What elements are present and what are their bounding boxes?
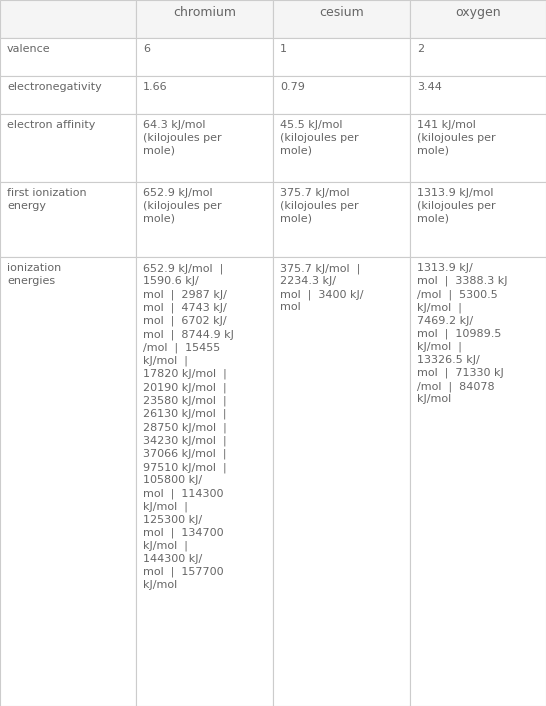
Text: cesium: cesium	[319, 6, 364, 19]
Bar	[273, 76, 410, 114]
Bar	[136, 0, 273, 38]
Text: 1313.9 kJ/mol
(kilojoules per
mole): 1313.9 kJ/mol (kilojoules per mole)	[417, 188, 496, 224]
Bar	[273, 182, 410, 257]
Text: electronegativity: electronegativity	[7, 82, 102, 92]
Bar	[410, 114, 546, 182]
Bar	[0, 257, 136, 706]
Bar	[410, 257, 546, 706]
Text: 1.66: 1.66	[143, 82, 168, 92]
Bar	[273, 38, 410, 76]
Text: 6: 6	[143, 44, 150, 54]
Bar	[0, 0, 136, 38]
Bar	[0, 76, 136, 114]
Text: 3.44: 3.44	[417, 82, 442, 92]
Text: 0.79: 0.79	[280, 82, 305, 92]
Text: 141 kJ/mol
(kilojoules per
mole): 141 kJ/mol (kilojoules per mole)	[417, 120, 496, 155]
Text: 1: 1	[280, 44, 287, 54]
Bar	[410, 76, 546, 114]
Bar	[273, 257, 410, 706]
Text: 375.7 kJ/mol
(kilojoules per
mole): 375.7 kJ/mol (kilojoules per mole)	[280, 188, 359, 224]
Text: 652.9 kJ/mol
(kilojoules per
mole): 652.9 kJ/mol (kilojoules per mole)	[143, 188, 222, 224]
Bar	[273, 0, 410, 38]
Text: oxygen: oxygen	[455, 6, 501, 19]
Bar	[410, 38, 546, 76]
Text: chromium: chromium	[173, 6, 236, 19]
Text: 64.3 kJ/mol
(kilojoules per
mole): 64.3 kJ/mol (kilojoules per mole)	[143, 120, 222, 155]
Bar	[136, 257, 273, 706]
Text: 652.9 kJ/mol  |
1590.6 kJ/
mol  |  2987 kJ/
mol  |  4743 kJ/
mol  |  6702 kJ/
mo: 652.9 kJ/mol | 1590.6 kJ/ mol | 2987 kJ/…	[143, 263, 234, 590]
Bar	[410, 182, 546, 257]
Text: first ionization
energy: first ionization energy	[7, 188, 87, 211]
Bar	[136, 38, 273, 76]
Text: 375.7 kJ/mol  |
2234.3 kJ/
mol  |  3400 kJ/
mol: 375.7 kJ/mol | 2234.3 kJ/ mol | 3400 kJ/…	[280, 263, 364, 312]
Bar	[0, 114, 136, 182]
Bar	[273, 114, 410, 182]
Bar	[0, 38, 136, 76]
Bar	[136, 76, 273, 114]
Text: electron affinity: electron affinity	[7, 120, 96, 130]
Text: 2: 2	[417, 44, 424, 54]
Text: valence: valence	[7, 44, 51, 54]
Bar	[410, 0, 546, 38]
Bar	[136, 182, 273, 257]
Text: 45.5 kJ/mol
(kilojoules per
mole): 45.5 kJ/mol (kilojoules per mole)	[280, 120, 359, 155]
Text: 1313.9 kJ/
mol  |  3388.3 kJ
/mol  |  5300.5
kJ/mol  |
7469.2 kJ/
mol  |  10989.: 1313.9 kJ/ mol | 3388.3 kJ /mol | 5300.5…	[417, 263, 507, 405]
Bar	[136, 114, 273, 182]
Bar	[0, 182, 136, 257]
Text: ionization
energies: ionization energies	[7, 263, 61, 286]
